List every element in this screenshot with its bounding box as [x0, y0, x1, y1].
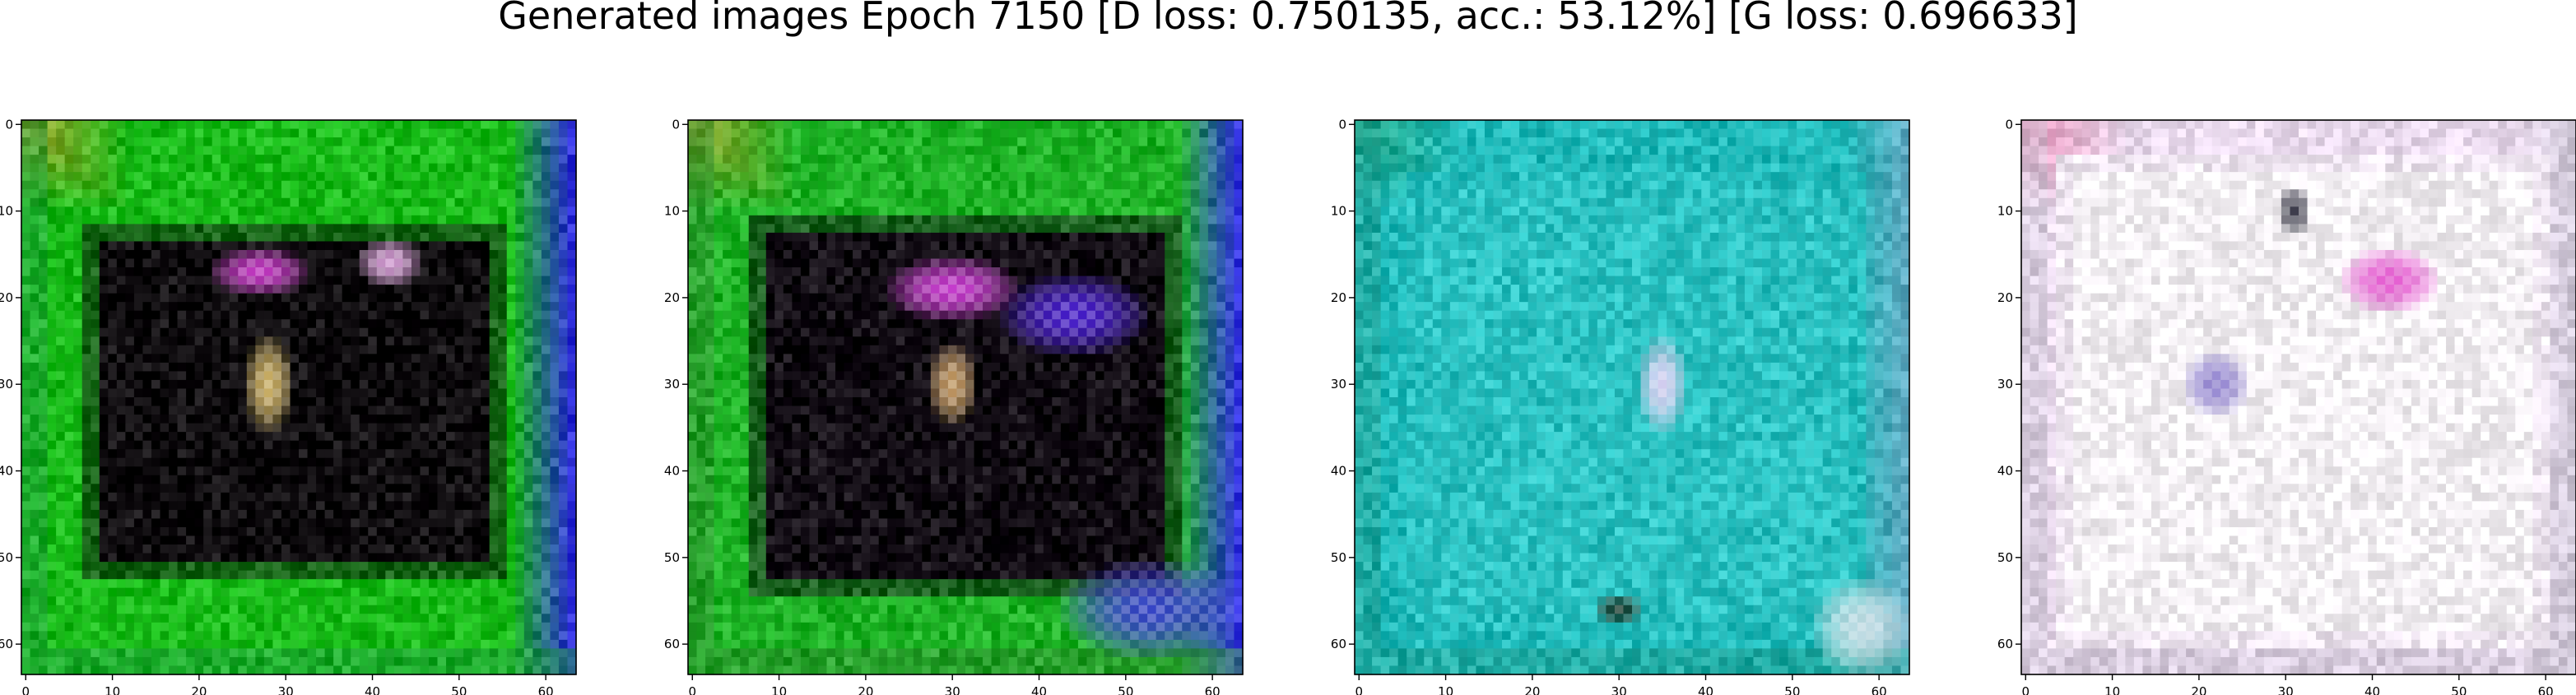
- y-tick-label: 30: [0, 377, 13, 392]
- x-tick-label: 10: [2104, 684, 2120, 695]
- y-tick-label: 10: [0, 204, 13, 219]
- y-tick-label: 60: [664, 637, 680, 651]
- image-panel-1: 0 10 20 30 40 50 60 0 10 20 30 40 50 60: [0, 117, 577, 695]
- x-tick-label: 10: [1438, 684, 1453, 695]
- y-tick-label: 50: [1997, 550, 2013, 565]
- axes-frame: [687, 119, 1244, 675]
- y-tick-label: 20: [0, 290, 13, 305]
- x-tick-label: 50: [451, 684, 467, 695]
- x-tick-label: 30: [945, 684, 960, 695]
- y-tick-label: 40: [664, 464, 680, 479]
- y-tick-label: 0: [2005, 117, 2013, 132]
- y-tick-label: 40: [0, 464, 13, 479]
- x-tick-label: 0: [2021, 684, 2030, 695]
- x-tick-label: 40: [1698, 684, 1713, 695]
- x-tick-label: 60: [538, 684, 554, 695]
- axes-frame: [1354, 119, 1910, 675]
- y-tick-label: 20: [1997, 290, 2013, 305]
- image-panel-3: 0 10 20 30 40 50 60 0 10 20 30 40 50 60: [1331, 117, 1910, 695]
- x-tick-label: 20: [2191, 684, 2206, 695]
- x-tick-label: 60: [2538, 684, 2554, 695]
- y-tick-label: 60: [0, 637, 13, 651]
- y-tick-label: 10: [1331, 204, 1346, 219]
- y-tick-label: 60: [1997, 637, 2013, 651]
- x-tick-label: 0: [688, 684, 696, 695]
- figure-title: Generated images Epoch 7150 [D loss: 0.7…: [498, 0, 2078, 38]
- x-tick-label: 30: [278, 684, 294, 695]
- y-tick-label: 40: [1997, 464, 2013, 479]
- y-tick-label: 40: [1331, 464, 1346, 479]
- x-tick-label: 0: [21, 684, 30, 695]
- x-tick-label: 30: [2278, 684, 2294, 695]
- x-tick-label: 20: [1524, 684, 1540, 695]
- x-tick-label: 0: [1355, 684, 1363, 695]
- x-tick-label: 40: [365, 684, 380, 695]
- y-tick-label: 30: [664, 377, 680, 392]
- axes-frame: [21, 119, 577, 675]
- y-tick-label: 60: [1331, 637, 1346, 651]
- x-tick-label: 20: [191, 684, 207, 695]
- y-tick-label: 10: [664, 204, 680, 219]
- image-panel-4: 0 10 20 30 40 50 60 0 10 20 30 40 50 60: [1997, 117, 2576, 695]
- x-tick-label: 50: [2451, 684, 2467, 695]
- y-tick-label: 20: [664, 290, 680, 305]
- y-tick-label: 50: [1331, 550, 1346, 565]
- y-tick-label: 0: [5, 117, 13, 132]
- x-tick-label: 20: [858, 684, 873, 695]
- image-panel-2: 0 10 20 30 40 50 60 0 10 20 30 40 50 60: [664, 117, 1244, 695]
- y-tick-label: 20: [1331, 290, 1346, 305]
- y-tick-label: 10: [1997, 204, 2013, 219]
- x-tick-label: 50: [1784, 684, 1800, 695]
- y-tick-label: 30: [1997, 377, 2013, 392]
- x-tick-label: 40: [2364, 684, 2380, 695]
- y-tick-label: 50: [664, 550, 680, 565]
- y-tick-label: 0: [672, 117, 680, 132]
- x-tick-label: 60: [1872, 684, 1887, 695]
- y-tick-label: 50: [0, 550, 13, 565]
- x-tick-label: 60: [1205, 684, 1221, 695]
- x-tick-label: 10: [771, 684, 787, 695]
- x-tick-label: 50: [1118, 684, 1133, 695]
- y-tick-label: 0: [1338, 117, 1346, 132]
- x-tick-label: 40: [1031, 684, 1047, 695]
- x-tick-label: 10: [105, 684, 120, 695]
- x-tick-label: 30: [1611, 684, 1627, 695]
- y-tick-label: 30: [1331, 377, 1346, 392]
- axes-frame: [2020, 119, 2576, 675]
